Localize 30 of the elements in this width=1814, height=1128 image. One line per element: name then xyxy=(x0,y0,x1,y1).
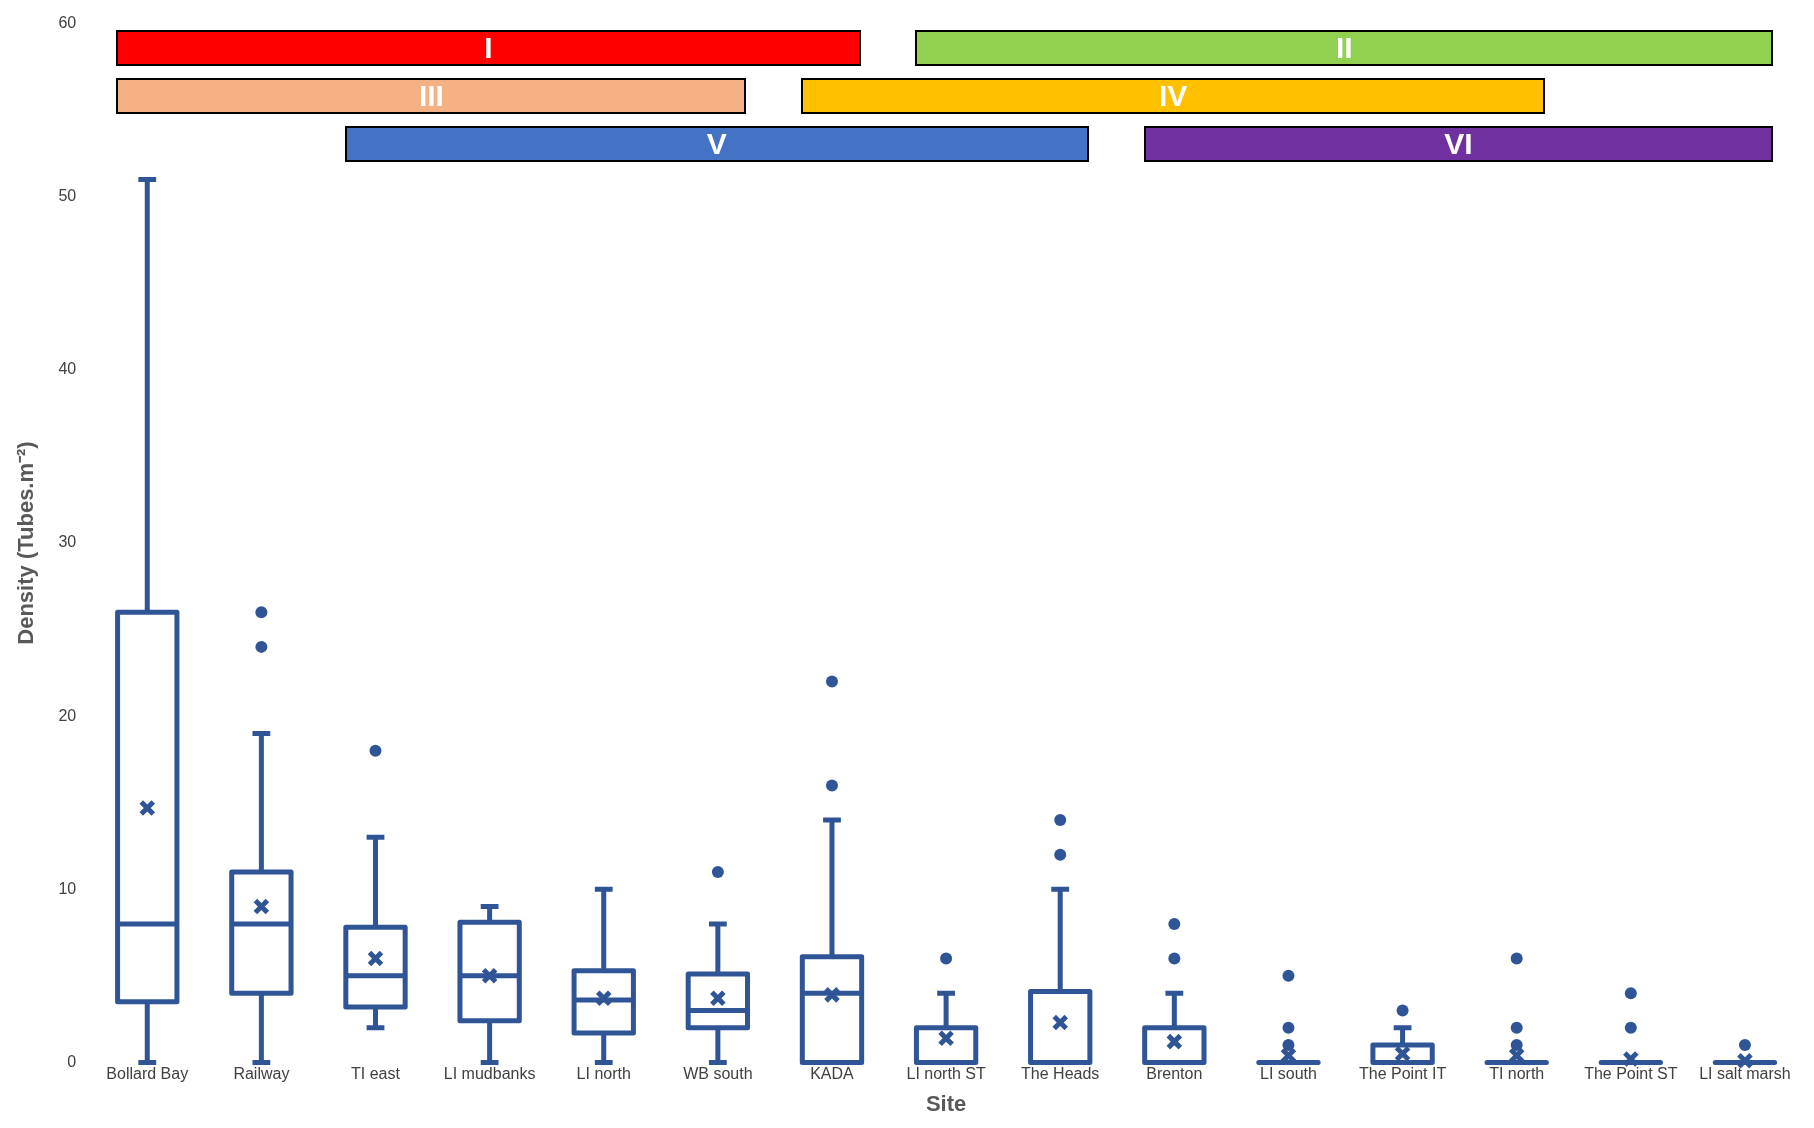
y-tick-label: 20 xyxy=(58,706,77,724)
y-tick-label: 30 xyxy=(58,533,77,551)
y-tick-label: 10 xyxy=(58,879,77,897)
x-tick-label: TI east xyxy=(351,1065,401,1083)
x-tick-label: The Heads xyxy=(1021,1065,1100,1083)
y-tick-label: 60 xyxy=(58,14,77,32)
y-axis-title: Density (Tubes.m⁻²) xyxy=(13,441,39,645)
x-tick-label: LI salt marsh xyxy=(1699,1065,1791,1083)
x-tick-label: TI north xyxy=(1489,1065,1545,1083)
x-tick-label: LI north xyxy=(576,1065,631,1083)
group-label-box: V xyxy=(344,125,1089,162)
x-tick-label: The Point ST xyxy=(1584,1065,1678,1083)
group-label-box: IV xyxy=(801,77,1546,114)
x-tick-label: Brenton xyxy=(1146,1065,1203,1083)
group-label-box: I xyxy=(116,29,861,66)
y-tick-label: 40 xyxy=(58,360,77,378)
y-tick-label: 0 xyxy=(67,1052,77,1070)
x-tick-label: LI north ST xyxy=(906,1065,986,1083)
x-tick-label: LI mudbanks xyxy=(443,1065,536,1083)
x-tick-label: WB south xyxy=(683,1065,753,1083)
x-tick-label: Railway xyxy=(233,1065,290,1083)
x-tick-label: The Point IT xyxy=(1359,1065,1447,1083)
x-axis-title: Site xyxy=(925,1090,967,1116)
group-label-box: III xyxy=(116,77,747,114)
x-tick-label: LI south xyxy=(1259,1065,1317,1083)
group-label-box: VI xyxy=(1143,125,1774,162)
x-tick-label: KADA xyxy=(810,1065,855,1083)
group-label-box: II xyxy=(915,29,1774,66)
x-tick-label: Bollard Bay xyxy=(106,1065,189,1083)
y-tick-label: 50 xyxy=(58,187,77,205)
